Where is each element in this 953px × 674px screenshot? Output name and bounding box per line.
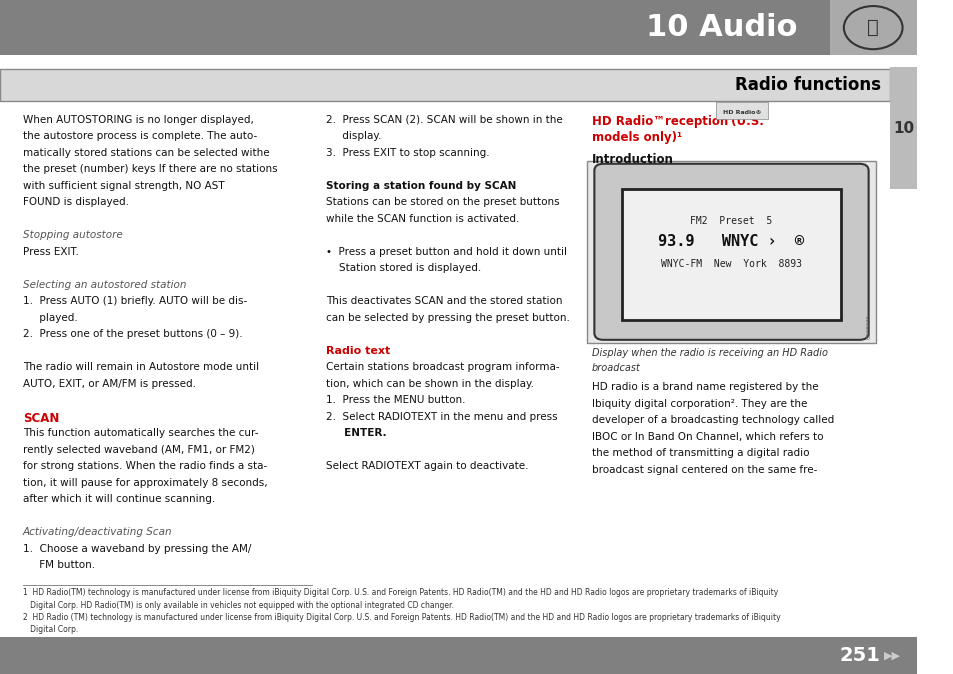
Text: Selecting an autostored station: Selecting an autostored station — [23, 280, 186, 290]
Text: Activating/deactivating Scan: Activating/deactivating Scan — [23, 527, 172, 537]
Text: FOUND is displayed.: FOUND is displayed. — [23, 197, 129, 207]
Text: 2.  Select RADIOTEXT in the menu and press: 2. Select RADIOTEXT in the menu and pres… — [325, 412, 557, 422]
Text: Radio text: Radio text — [325, 346, 390, 356]
FancyBboxPatch shape — [586, 161, 875, 343]
Text: 2  HD Radio (TM) technology is manufactured under license from iBiquity Digital : 2 HD Radio (TM) technology is manufactur… — [23, 613, 780, 621]
Text: 93.9   WNYC ›  ®: 93.9 WNYC › ® — [658, 234, 803, 249]
Text: 2.  Press one of the preset buttons (0 – 9).: 2. Press one of the preset buttons (0 – … — [23, 329, 242, 339]
Text: rently selected waveband (AM, FM1, or FM2): rently selected waveband (AM, FM1, or FM… — [23, 445, 254, 455]
Text: FM button.: FM button. — [23, 560, 95, 570]
FancyBboxPatch shape — [716, 102, 767, 119]
Text: tion, which can be shown in the display.: tion, which can be shown in the display. — [325, 379, 533, 389]
Text: Introduction: Introduction — [591, 152, 673, 166]
Text: while the SCAN function is activated.: while the SCAN function is activated. — [325, 214, 518, 224]
Text: 1.  Press AUTO (1) briefly. AUTO will be dis-: 1. Press AUTO (1) briefly. AUTO will be … — [23, 296, 247, 306]
Text: display.: display. — [325, 131, 380, 141]
Text: AUTO, EXIT, or AM/FM is pressed.: AUTO, EXIT, or AM/FM is pressed. — [23, 379, 195, 389]
Text: HD Radio™reception: HD Radio™reception — [591, 115, 731, 127]
Text: matically stored stations can be selected withe: matically stored stations can be selecte… — [23, 148, 270, 158]
Text: WNYC-FM  New  York  8893: WNYC-FM New York 8893 — [660, 259, 801, 269]
Text: tion, it will pause for approximately 8 seconds,: tion, it will pause for approximately 8 … — [23, 478, 267, 488]
Text: with sufficient signal strength, NO AST: with sufficient signal strength, NO AST — [23, 181, 224, 191]
Text: for strong stations. When the radio finds a sta-: for strong stations. When the radio find… — [23, 461, 267, 471]
Text: •  Press a preset button and hold it down until: • Press a preset button and hold it down… — [325, 247, 566, 257]
Text: Stopping autostore: Stopping autostore — [23, 230, 123, 240]
Text: Radio functions: Radio functions — [734, 76, 880, 94]
Text: This deactivates SCAN and the stored station: This deactivates SCAN and the stored sta… — [325, 296, 561, 306]
Text: Select RADIOTEXT again to deactivate.: Select RADIOTEXT again to deactivate. — [325, 461, 528, 471]
FancyBboxPatch shape — [829, 0, 916, 55]
Text: 10 Audio: 10 Audio — [646, 13, 797, 42]
Text: 1  HD Radio(TM) technology is manufactured under license from iBiquity Digital C: 1 HD Radio(TM) technology is manufacture… — [23, 588, 778, 597]
Text: SCAN: SCAN — [23, 412, 59, 425]
Text: 1.  Choose a waveband by pressing the AM/: 1. Choose a waveband by pressing the AM/ — [23, 544, 251, 554]
Text: HD Radio®: HD Radio® — [722, 110, 760, 115]
FancyBboxPatch shape — [594, 164, 868, 340]
Text: 1.  Press the MENU button.: 1. Press the MENU button. — [325, 395, 465, 405]
Text: Station stored is displayed.: Station stored is displayed. — [325, 263, 480, 273]
Text: Ibiquity digital corporation². They are the: Ibiquity digital corporation². They are … — [591, 399, 806, 409]
Text: G038035: G038035 — [865, 314, 870, 340]
Text: 3.  Press EXIT to stop scanning.: 3. Press EXIT to stop scanning. — [325, 148, 489, 158]
Text: FM2  Preset  5: FM2 Preset 5 — [690, 216, 772, 226]
Text: Digital Corp. HD Radio(TM) is only available in vehicles not equipped with the o: Digital Corp. HD Radio(TM) is only avail… — [23, 601, 454, 609]
Text: ▶▶: ▶▶ — [882, 651, 900, 661]
Text: When AUTOSTORING is no longer displayed,: When AUTOSTORING is no longer displayed, — [23, 115, 253, 125]
Text: (U.S.: (U.S. — [726, 115, 763, 127]
Text: the preset (number) keys If there are no stations: the preset (number) keys If there are no… — [23, 164, 277, 174]
Text: IBOC or In Band On Channel, which refers to: IBOC or In Band On Channel, which refers… — [591, 432, 822, 442]
Text: Stations can be stored on the preset buttons: Stations can be stored on the preset but… — [325, 197, 558, 207]
Text: 251: 251 — [839, 646, 880, 665]
Text: models only)¹: models only)¹ — [591, 131, 681, 144]
Text: Storing a station found by SCAN: Storing a station found by SCAN — [325, 181, 516, 191]
Text: ENTER.: ENTER. — [325, 428, 386, 438]
FancyBboxPatch shape — [0, 0, 916, 55]
Text: developer of a broadcasting technology called: developer of a broadcasting technology c… — [591, 415, 833, 425]
Text: 🔊: 🔊 — [866, 18, 878, 37]
Text: the method of transmitting a digital radio: the method of transmitting a digital rad… — [591, 448, 808, 458]
Text: the autostore process is complete. The auto-: the autostore process is complete. The a… — [23, 131, 257, 141]
Text: Certain stations broadcast program informa-: Certain stations broadcast program infor… — [325, 362, 558, 372]
Text: The radio will remain in Autostore mode until: The radio will remain in Autostore mode … — [23, 362, 259, 372]
Text: 10: 10 — [892, 121, 913, 135]
Text: can be selected by pressing the preset button.: can be selected by pressing the preset b… — [325, 313, 569, 323]
Text: Press EXIT.: Press EXIT. — [23, 247, 79, 257]
Text: HD radio is a brand name registered by the: HD radio is a brand name registered by t… — [591, 382, 818, 392]
Text: after which it will continue scanning.: after which it will continue scanning. — [23, 494, 215, 504]
Text: 2.  Press SCAN (2). SCAN will be shown in the: 2. Press SCAN (2). SCAN will be shown in… — [325, 115, 561, 125]
Text: broadcast signal centered on the same fre-: broadcast signal centered on the same fr… — [591, 465, 816, 475]
FancyBboxPatch shape — [889, 67, 916, 189]
FancyBboxPatch shape — [0, 637, 916, 674]
Text: played.: played. — [23, 313, 77, 323]
Text: Display when the radio is receiving an HD Radio: Display when the radio is receiving an H… — [591, 348, 827, 358]
FancyBboxPatch shape — [621, 189, 841, 319]
Text: This function automatically searches the cur-: This function automatically searches the… — [23, 428, 258, 438]
FancyBboxPatch shape — [0, 69, 889, 101]
Text: broadcast: broadcast — [591, 363, 639, 373]
Text: Digital Corp.: Digital Corp. — [23, 625, 78, 634]
